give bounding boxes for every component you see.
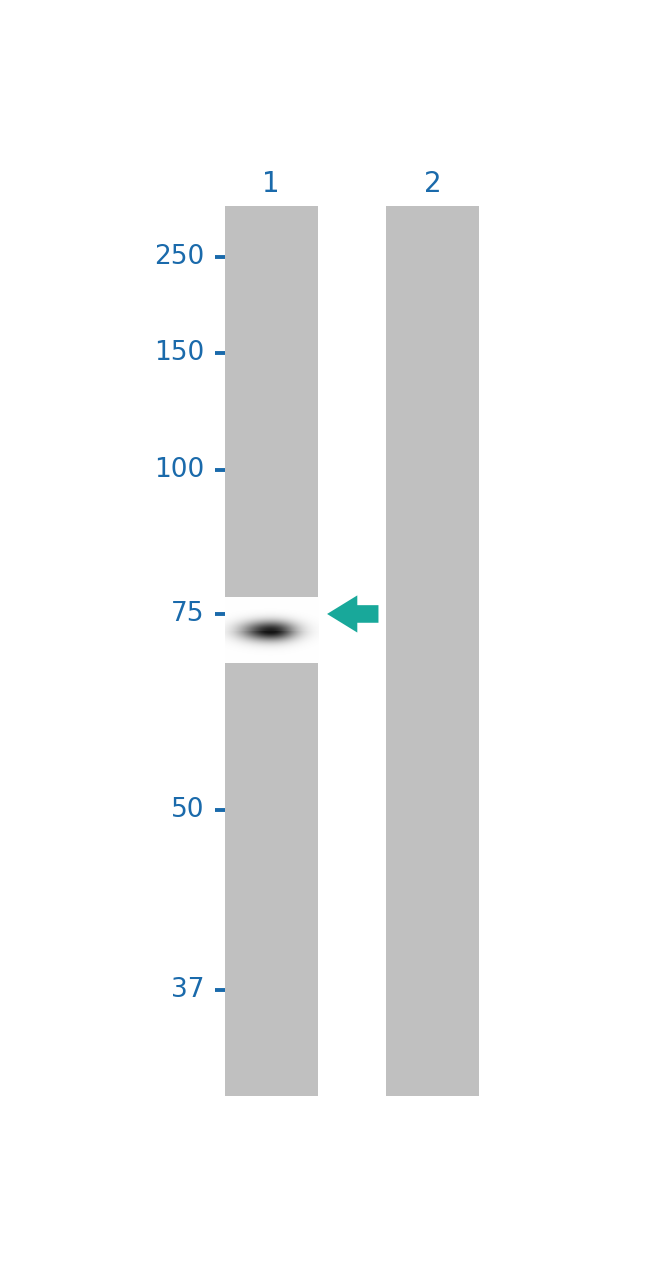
Text: 100: 100 [155, 457, 205, 483]
Text: 2: 2 [424, 170, 441, 198]
Text: 75: 75 [171, 601, 205, 627]
Text: 150: 150 [155, 340, 205, 366]
Text: 250: 250 [155, 244, 205, 271]
Text: 37: 37 [171, 978, 205, 1003]
Text: 1: 1 [263, 170, 280, 198]
Bar [225, 206, 318, 1096]
Bar [386, 206, 479, 1096]
Text: 50: 50 [171, 796, 205, 823]
FancyArrow shape [327, 596, 378, 632]
